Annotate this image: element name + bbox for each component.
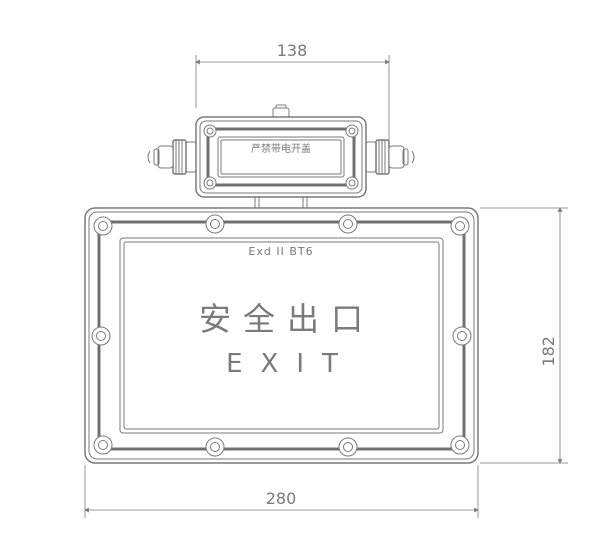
junction-box: 严禁带电开盖 <box>196 105 366 197</box>
dimension-bottom: 280 <box>85 465 478 518</box>
dimension-right: 182 <box>480 208 568 463</box>
junction-neck <box>255 197 307 208</box>
main-box: Exd II BT6 安全出口 EXIT <box>85 208 478 463</box>
exit-label-en: EXIT <box>226 349 356 379</box>
rating-label: Exd II BT6 <box>248 245 313 258</box>
dimension-bottom-value: 280 <box>266 489 297 508</box>
junction-box-label: 严禁带电开盖 <box>251 142 311 155</box>
dimension-top-value: 138 <box>277 41 308 60</box>
cable-gland-left <box>148 140 196 174</box>
dimension-right-value: 182 <box>539 336 558 367</box>
cable-gland-right <box>366 140 414 174</box>
exit-label-cn: 安全出口 <box>199 294 375 340</box>
